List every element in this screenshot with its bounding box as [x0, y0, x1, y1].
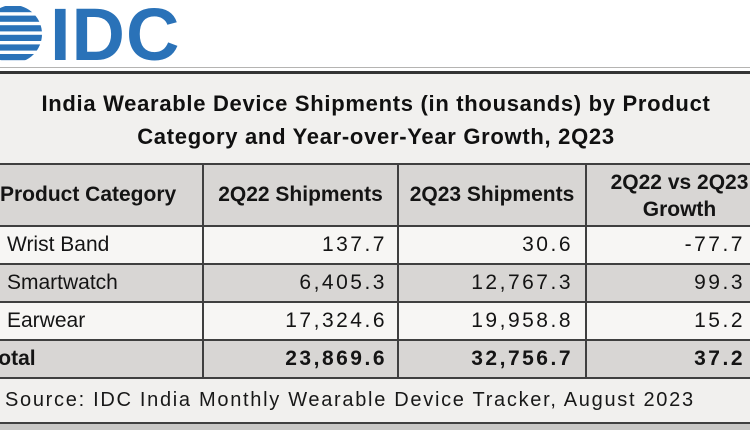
header-product-category: Product Category	[0, 183, 177, 206]
shipments-table: India Wearable Device Shipments (in thou…	[0, 71, 750, 425]
cell-2q23-value: 32,756.7	[397, 341, 585, 377]
idc-logo: IDC	[0, 2, 210, 64]
cell-category: Earwear	[7, 309, 86, 332]
table-top-gray-line	[0, 67, 750, 68]
idc-logo-text: IDC	[50, 2, 180, 64]
table-row-smartwatch: Smartwatch 6,405.3 12,767.3 99.3	[0, 265, 750, 303]
cell-2q22-value: 6,405.3	[202, 265, 397, 301]
cell-2q22-value: 17,324.6	[202, 303, 397, 339]
cell-2q23-value: 12,767.3	[397, 265, 585, 301]
cell-growth-value: 37.2	[585, 341, 750, 377]
header-growth: 2Q22 vs 2Q23 Growth	[585, 165, 750, 225]
table-row-earwear: Earwear 17,324.6 19,958.8 15.2	[0, 303, 750, 341]
header-2q23-shipments: 2Q23 Shipments	[397, 165, 585, 225]
table-header-row: Product Category 2Q22 Shipments 2Q23 Shi…	[0, 165, 750, 227]
cell-2q23-value: 19,958.8	[397, 303, 585, 339]
source-text: Source: IDC India Monthly Wearable Devic…	[5, 389, 695, 411]
cell-growth-value: -77.7	[585, 227, 750, 263]
table-row-wrist-band: Wrist Band 137.7 30.6 -77.7	[0, 227, 750, 265]
table-title-line1: India Wearable Device Shipments (in thou…	[41, 91, 711, 116]
table-title-line2: Category and Year-over-Year Growth, 2Q23	[137, 124, 615, 149]
table-title: India Wearable Device Shipments (in thou…	[0, 71, 750, 165]
cell-growth-value: 99.3	[585, 265, 750, 301]
idc-globe-icon: IDC	[0, 2, 180, 64]
header-2q22-shipments: 2Q22 Shipments	[202, 165, 397, 225]
cell-category: Wrist Band	[7, 233, 110, 256]
cell-growth-value: 15.2	[585, 303, 750, 339]
cell-category: Total	[0, 347, 36, 370]
cell-2q22-value: 23,869.6	[202, 341, 397, 377]
table-source-note: Source: IDC India Monthly Wearable Devic…	[0, 379, 750, 425]
cell-2q22-value: 137.7	[202, 227, 397, 263]
bottom-gray-strip	[0, 424, 750, 430]
cell-category: Smartwatch	[7, 271, 118, 294]
cell-2q23-value: 30.6	[397, 227, 585, 263]
table-row-total: Total 23,869.6 32,756.7 37.2	[0, 341, 750, 379]
